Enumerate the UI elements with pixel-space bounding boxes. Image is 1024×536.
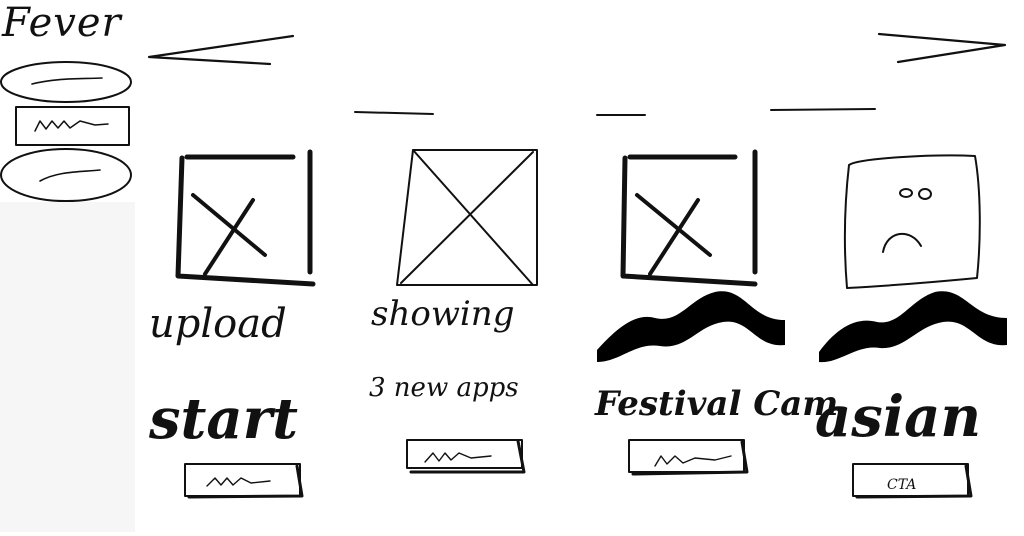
- next-arrow-icon[interactable]: [877, 32, 1007, 64]
- image-placeholder-icon: [175, 149, 316, 287]
- card-2[interactable]: showing 3 new apps: [369, 149, 538, 474]
- prev-arrow-icon[interactable]: [147, 34, 295, 66]
- sidebar-pill-button-1[interactable]: [0, 61, 132, 103]
- card-title-scribble: [819, 291, 1007, 363]
- card-subtitle: start: [148, 386, 298, 452]
- sad-face-icon: [843, 154, 981, 289]
- sidebar-rect-button[interactable]: [15, 106, 130, 146]
- sidebar-pill-button-2[interactable]: [0, 148, 132, 202]
- main-content: upload start showing 3 new apps: [135, 0, 1024, 532]
- cta-button-label: CTA: [887, 477, 916, 493]
- card-subtitle: 3 new apps: [369, 373, 519, 403]
- carousel-indicators: [354, 108, 876, 116]
- sidebar: Fever: [0, 0, 135, 532]
- card-subtitle: asian: [815, 384, 981, 450]
- sidebar-controls: [0, 61, 132, 202]
- card-title: showing: [371, 294, 514, 334]
- card-1[interactable]: upload start: [148, 149, 316, 499]
- card-button[interactable]: [184, 463, 304, 499]
- image-placeholder-icon: [620, 149, 758, 287]
- card-subtitle: Festival Cam: [594, 384, 838, 424]
- image-placeholder-icon: [396, 149, 538, 286]
- cta-button[interactable]: CTA: [852, 463, 973, 499]
- content-canvas: upload start showing 3 new apps: [147, 32, 1007, 499]
- card-4[interactable]: asian CTA: [815, 154, 1007, 499]
- card-title: upload: [149, 301, 287, 347]
- card-title-scribble: [597, 291, 785, 362]
- card-button[interactable]: [628, 439, 749, 476]
- app-logo: Fever: [2, 0, 122, 46]
- card-3[interactable]: Festival Cam: [594, 149, 838, 476]
- card-button[interactable]: [406, 439, 526, 474]
